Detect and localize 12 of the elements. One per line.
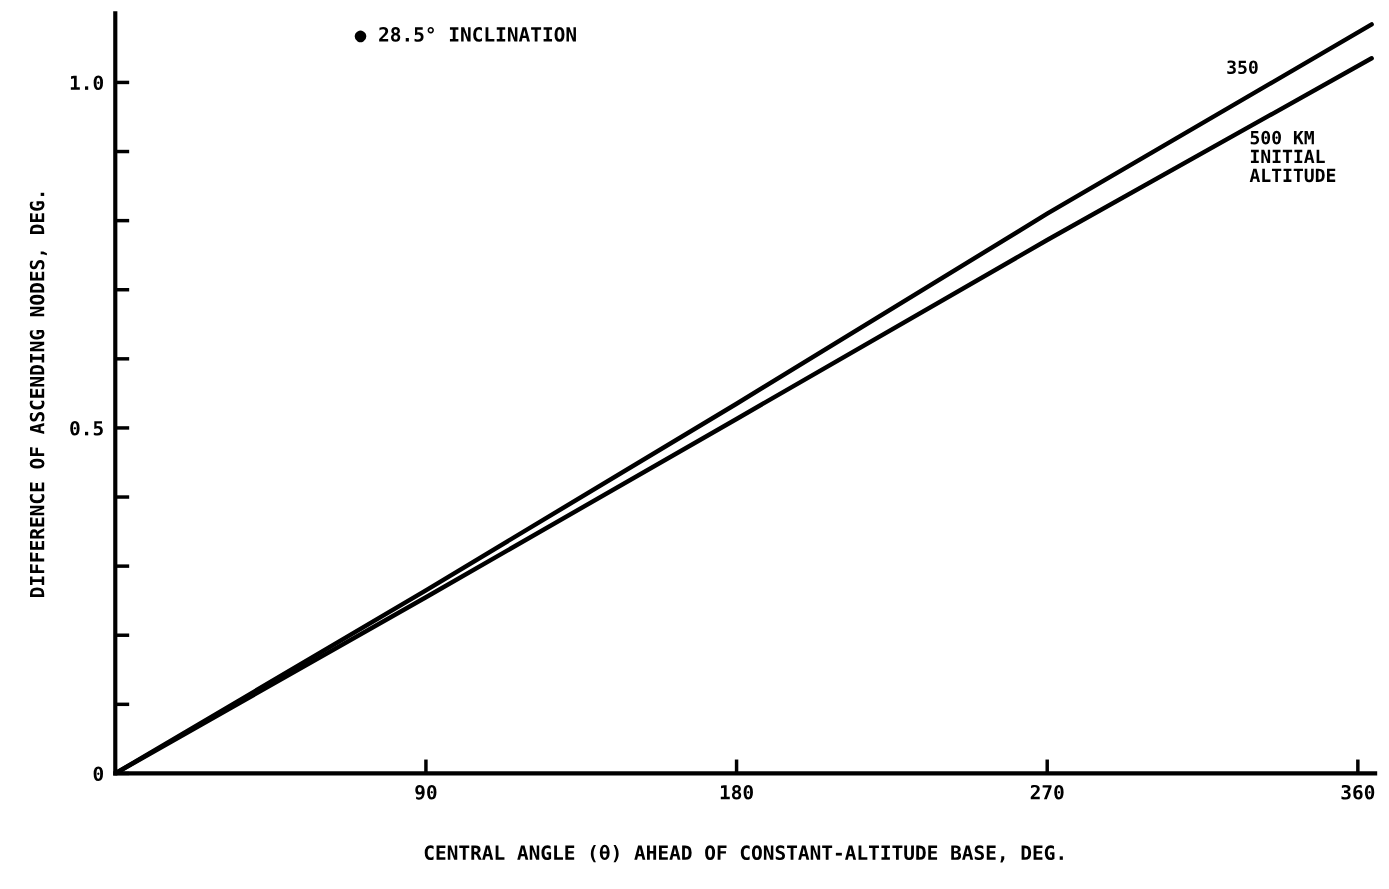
y-tick-label: 0.5 [70, 420, 103, 436]
x-tick-label: 360 [1341, 784, 1375, 800]
y-axis-title: DIFFERENCE OF ASCENDING NODES, DEG. [29, 192, 47, 597]
annotation: ● 28.5° INCLINATION [354, 27, 576, 43]
x-tick-label: 270 [1030, 784, 1064, 800]
x-tick-label: 180 [720, 784, 753, 800]
x-tick-label: 90 [415, 784, 437, 800]
y-tick-label: 1.0 [70, 75, 104, 91]
series-label: 500 KM INITIAL ALTITUDE [1249, 130, 1336, 183]
series-label: 350 [1227, 60, 1258, 75]
y-tick-label: 0 [93, 766, 104, 782]
x-axis-title: CENTRAL ANGLE (θ) AHEAD OF CONSTANT-ALTITUDE BASE, DEG. [424, 844, 1063, 863]
